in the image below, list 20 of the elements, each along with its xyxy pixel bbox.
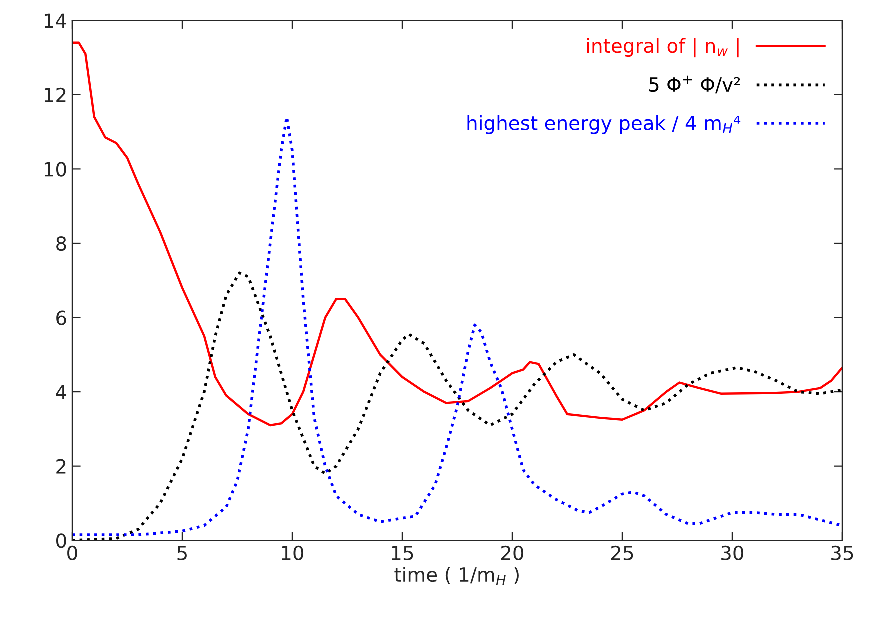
y-tick-label: 4 [56, 385, 67, 400]
x-tick-label: 10 [282, 546, 304, 561]
x-tick-label: 0 [68, 546, 78, 561]
y-tick-label: 14 [44, 14, 67, 28]
x-tick-label: 20 [502, 546, 524, 561]
y-tick-label: 6 [56, 310, 66, 326]
y-tick-label: 10 [44, 162, 66, 177]
y-tick-label: 0 [56, 534, 66, 548]
y-tick-label: 8 [56, 236, 66, 252]
x-tick-label: 5 [178, 546, 187, 561]
y-tick-label: 2 [56, 459, 66, 474]
x-tick-label: 25 [612, 546, 634, 561]
y-tick-label: 12 [44, 88, 66, 102]
x-axis-title: time ( 1/m$_{H}$ ) [394, 567, 519, 586]
legend-label: 5 Φ$^{+}$ Φ/v² [650, 76, 740, 94]
x-tick-label: 15 [392, 546, 414, 561]
x-tick-label: 30 [722, 546, 744, 561]
x-tick-label: 35 [832, 546, 854, 561]
legend-label: integral of | n$_{w}$ | [587, 38, 739, 58]
legend-label: highest energy peak / 4 m$_{H}$⁴ [468, 115, 741, 134]
